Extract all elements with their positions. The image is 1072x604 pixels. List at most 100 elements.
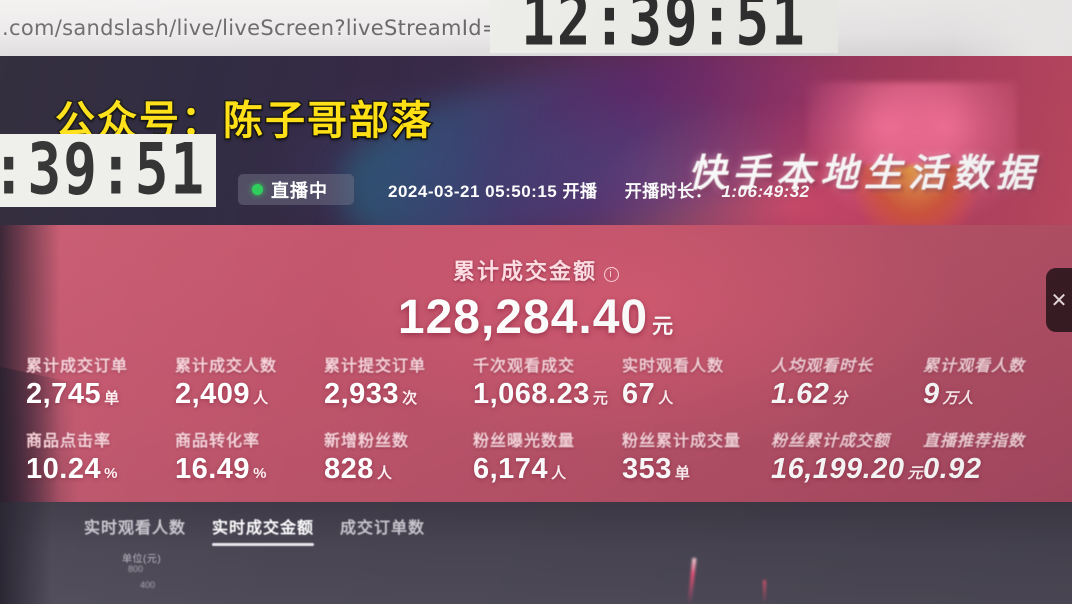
headline-metric: 累计成交金额 i 128,284.40 元 — [0, 254, 1072, 345]
metric-value-row: 0.92 — [923, 453, 1072, 486]
metric-card: 粉丝曝光数量 6,174 人 — [473, 427, 622, 486]
metric-value-row: 9 万人 — [923, 378, 1072, 411]
metric-unit: 人 — [551, 465, 567, 482]
metric-unit: 人 — [253, 390, 269, 407]
metric-label: 商品转化率 — [174, 433, 260, 450]
metric-unit: % — [104, 465, 118, 482]
metric-card: 粉丝累计成交量 353 单 — [622, 427, 771, 486]
headline-unit: 元 — [652, 315, 675, 338]
metric-value: 2,409 — [174, 378, 251, 410]
metric-unit: 人 — [376, 465, 393, 482]
metric-card: 粉丝累计成交额 16,199.20 元 — [771, 427, 923, 486]
metric-value-row: 1,068.23 元 — [473, 378, 622, 411]
metric-card: 累计成交订单 2,745 单 — [26, 352, 175, 411]
metric-value-row: 2,409 人 — [175, 378, 324, 411]
metric-unit: 次 — [402, 390, 418, 407]
metric-value: 1,068.23 — [472, 378, 590, 410]
metric-value: 9 — [923, 378, 940, 410]
headline-label: 累计成交金额 — [452, 259, 597, 284]
chart-line-segment — [687, 557, 697, 604]
metric-label: 粉丝累计成交量 — [621, 433, 741, 450]
clock-left-text: :39:51 — [0, 134, 207, 207]
metric-label: 累计提交订单 — [323, 358, 426, 375]
url-fade — [952, 0, 1072, 56]
metric-unit: 单 — [674, 465, 691, 482]
chart-tabs: 实时观看人数 实时成交金额 成交订单数 — [84, 514, 426, 546]
metric-card: 累计提交订单 2,933 次 — [324, 352, 473, 411]
metric-value-row: 1.62 分 — [771, 378, 923, 411]
clock-overlay-top: 12:39:51 — [490, 0, 838, 53]
metric-value: 2,745 — [26, 378, 102, 410]
metric-value-row: 16,199.20 元 — [771, 453, 923, 486]
metric-label: 商品点击率 — [26, 433, 112, 450]
metric-grid: 累计成交订单 2,745 单累计成交人数 2,409 人累计提交订单 2,933 次千次观看… — [0, 352, 1072, 486]
metric-value-row: 16.49% — [175, 453, 324, 486]
metric-card: 商品点击率 10.24% — [26, 427, 175, 486]
chart-line-segment — [763, 580, 766, 604]
metric-card: 实时观看人数 67 人 — [622, 352, 771, 411]
chart-axis-unit: 单位(元) — [122, 554, 162, 565]
metric-unit: 分 — [832, 390, 848, 407]
live-status-row: 直播中 2024-03-21 05:50:15 开播 开播时长： 1:06:49… — [238, 174, 810, 205]
headline-label-row: 累计成交金额 i — [0, 254, 1072, 286]
metric-unit: 元 — [592, 390, 609, 407]
metric-value-row: 67 人 — [622, 378, 771, 411]
metric-unit: 人 — [658, 390, 674, 407]
metric-value: 0.92 — [923, 453, 982, 485]
metric-value: 16,199.20 — [770, 453, 905, 485]
metric-value-row: 2,745 单 — [26, 378, 175, 411]
live-status-badge: 直播中 — [238, 174, 354, 205]
headline-value-row: 128,284.40 元 — [0, 290, 1072, 345]
metric-value: 2,933 — [323, 378, 400, 410]
metric-label: 累计观看人数 — [923, 358, 1026, 375]
metric-value: 6,174 — [472, 453, 549, 485]
metric-label: 累计成交人数 — [174, 358, 277, 375]
metric-card: 新增粉丝数 828 人 — [324, 427, 473, 486]
metric-value: 353 — [621, 453, 672, 485]
banner-title: 快手本地生活数据 — [688, 151, 1041, 195]
metric-value: 16.49 — [174, 453, 251, 485]
metric-label: 人均观看时长 — [770, 358, 873, 375]
metric-unit: 元 — [907, 465, 923, 482]
chart-axis-tick: 400 — [140, 580, 156, 590]
petal-graphic — [850, 165, 980, 225]
metric-value-row: 353 单 — [622, 453, 771, 486]
metric-card: 人均观看时长 1.62 分 — [771, 352, 923, 411]
chart-tab[interactable]: 实时成交金额 — [212, 514, 315, 546]
metric-card: 千次观看成交 1,068.23 元 — [473, 352, 622, 411]
duration-value: 1:06:49:32 — [721, 182, 810, 201]
metric-value: 828 — [323, 453, 374, 485]
close-icon[interactable]: ✕ — [1046, 268, 1072, 332]
live-dot-icon — [252, 184, 263, 195]
chart-tab[interactable]: 成交订单数 — [340, 520, 426, 537]
metric-label: 累计成交订单 — [26, 358, 129, 375]
metric-unit: 万人 — [942, 390, 974, 407]
chart-tab[interactable]: 实时观看人数 — [84, 520, 187, 537]
metric-value: 67 — [621, 378, 656, 410]
headline-value: 128,284.40 — [397, 291, 649, 344]
metric-value-row: 2,933 次 — [324, 378, 473, 411]
metric-label: 粉丝曝光数量 — [472, 433, 575, 450]
stream-start-time: 2024-03-21 05:50:15 开播 — [388, 182, 598, 201]
metric-card: 累计观看人数 9 万人 — [923, 352, 1072, 411]
metric-unit: 单 — [104, 390, 120, 407]
metric-card: 商品转化率 16.49% — [175, 427, 324, 486]
metric-label: 千次观看成交 — [472, 358, 575, 375]
metric-card: 累计成交人数 2,409 人 — [175, 352, 324, 411]
duration-label: 开播时长： — [624, 182, 713, 201]
info-icon[interactable]: i — [604, 267, 619, 282]
chart-panel: 实时观看人数 实时成交金额 成交订单数 单位(元) 800 400 — [0, 502, 1072, 604]
metric-value: 1.62 — [770, 378, 830, 410]
metric-label: 新增粉丝数 — [323, 433, 409, 450]
metric-value-row: 6,174 人 — [473, 453, 622, 486]
metric-value-row: 10.24% — [26, 453, 175, 486]
metric-value: 10.24 — [26, 453, 102, 485]
clock-overlay-left: :39:51 — [0, 134, 216, 207]
clock-top-text: 12:39:51 — [521, 0, 807, 53]
metric-card: 直播推荐指数 0.92 — [923, 427, 1072, 486]
metrics-panel — [0, 225, 1072, 502]
metric-label: 粉丝累计成交额 — [770, 433, 890, 450]
metric-unit: % — [253, 465, 267, 482]
stream-meta: 2024-03-21 05:50:15 开播 开播时长： 1:06:49:32 — [388, 177, 810, 202]
